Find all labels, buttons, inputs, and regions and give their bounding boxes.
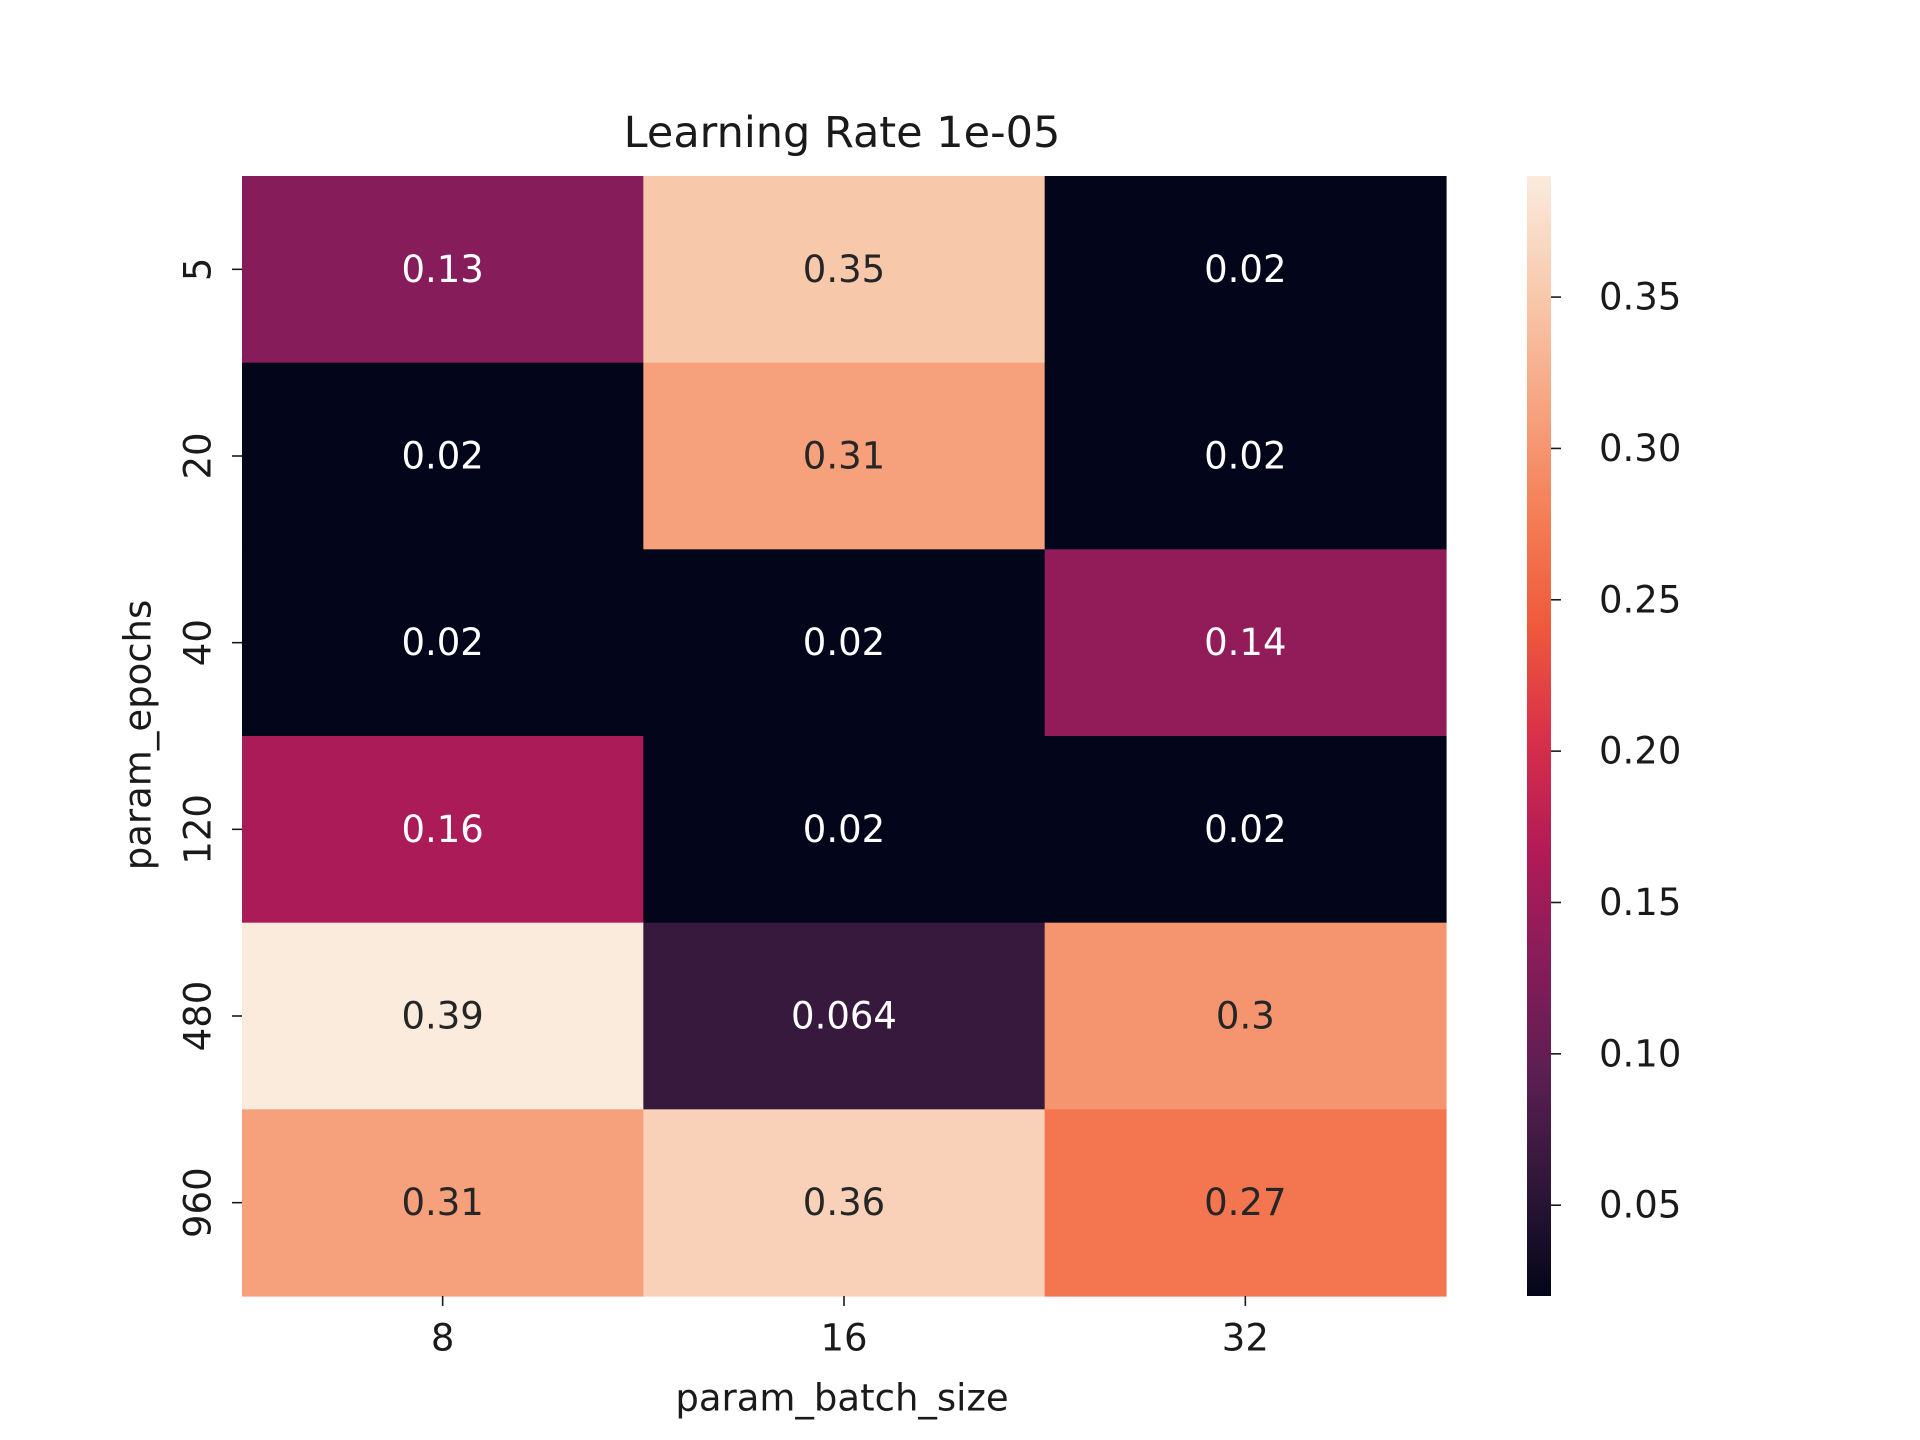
heatmap-cell [1044,1109,1447,1297]
cell-value-label: 0.02 [1204,248,1286,291]
heatmap-cell [242,362,644,550]
heatmap-cell [643,176,1046,364]
colorbar-tick-label: 0.10 [1599,1032,1681,1075]
heatmap-cell [1044,362,1447,550]
heatmap-cell [1044,736,1447,924]
heatmap-cell [643,362,1046,550]
heatmap-cell [1044,176,1447,364]
cell-value-label: 0.02 [803,808,885,851]
cell-value-label: 0.31 [401,1181,483,1224]
cell-value-label: 0.02 [401,621,483,664]
y-tick-label: 120 [177,794,220,865]
y-tick-label: 20 [177,432,220,479]
y-tick-label: 5 [177,258,220,282]
heatmap-cell [242,549,644,737]
cell-value-label: 0.35 [803,248,885,291]
cell-value-label: 0.3 [1216,995,1275,1038]
colorbar: 0.05 0.10 0.15 0.20 0.25 0.30 0.35 [1527,176,1681,1296]
colorbar-gradient [1527,176,1551,1296]
heatmap-cell [242,1109,644,1297]
cell-value-label: 0.064 [791,995,897,1038]
cell-value-label: 0.16 [401,808,483,851]
colorbar-tick-label: 0.15 [1599,881,1681,924]
colorbar-tick-label: 0.05 [1599,1184,1681,1227]
heatmap-cell [242,176,644,364]
chart-title: Learning Rate 1e-05 [624,108,1061,158]
y-tick-label: 480 [177,981,220,1052]
cell-value-label: 0.31 [803,435,885,478]
heatmap-cell [643,549,1046,737]
heatmap-cells: 0.13 0.35 0.02 0.02 0.31 0.02 0.02 0.02 0.14 0.16… [242,176,1447,1297]
heatmap-cell [242,922,644,1110]
colorbar-tick-label: 0.25 [1599,578,1681,621]
y-axis-label: param_epochs [117,600,160,871]
x-tick-label: 32 [1222,1317,1269,1360]
cell-value-label: 0.02 [1204,435,1286,478]
colorbar-tick-label: 0.20 [1599,730,1681,773]
cell-value-label: 0.39 [401,995,483,1038]
heatmap-cell [1044,922,1447,1110]
x-tick-label: 16 [820,1317,867,1360]
y-tick-label: 960 [177,1167,220,1238]
cell-value-label: 0.02 [1204,808,1286,851]
cell-value-label: 0.02 [401,435,483,478]
heatmap-cell [643,922,1046,1110]
cell-value-label: 0.13 [401,248,483,291]
heatmap-cell [1044,549,1447,737]
colorbar-tick-label: 0.30 [1599,427,1681,470]
x-axis-label: param_batch_size [675,1377,1008,1420]
x-tick-label: 8 [431,1317,455,1360]
colorbar-tick-label: 0.35 [1599,276,1681,319]
cell-value-label: 0.14 [1204,621,1286,664]
cell-value-label: 0.27 [1204,1181,1286,1224]
heatmap-cell [643,736,1046,924]
y-tick-label: 40 [177,619,220,666]
heatmap-cell [643,1109,1046,1297]
cell-value-label: 0.36 [803,1181,885,1224]
cell-value-label: 0.02 [803,621,885,664]
heatmap-cell [242,736,644,924]
x-axis: 8 16 32 [431,1296,1269,1360]
y-axis: 5 20 40 120 480 960 [177,258,242,1238]
